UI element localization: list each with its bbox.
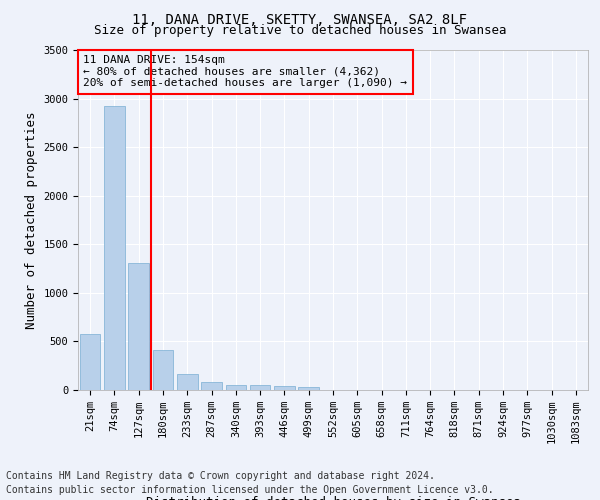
Bar <box>128 262 149 390</box>
Y-axis label: Number of detached properties: Number of detached properties <box>25 112 38 329</box>
Text: 11 DANA DRIVE: 154sqm
← 80% of detached houses are smaller (4,362)
20% of semi-d: 11 DANA DRIVE: 154sqm ← 80% of detached … <box>83 55 407 88</box>
Bar <box>250 385 271 390</box>
Bar <box>298 386 319 390</box>
Bar <box>80 334 100 390</box>
Bar <box>274 386 295 390</box>
Text: Contains HM Land Registry data © Crown copyright and database right 2024.: Contains HM Land Registry data © Crown c… <box>6 471 435 481</box>
Bar <box>226 384 246 390</box>
Bar <box>201 382 222 390</box>
Bar <box>104 106 125 390</box>
Text: Contains public sector information licensed under the Open Government Licence v3: Contains public sector information licen… <box>6 485 494 495</box>
Bar <box>152 350 173 390</box>
Text: 11, DANA DRIVE, SKETTY, SWANSEA, SA2 8LF: 11, DANA DRIVE, SKETTY, SWANSEA, SA2 8LF <box>133 12 467 26</box>
Bar <box>177 374 197 390</box>
Text: Size of property relative to detached houses in Swansea: Size of property relative to detached ho… <box>94 24 506 37</box>
X-axis label: Distribution of detached houses by size in Swansea: Distribution of detached houses by size … <box>146 496 521 500</box>
